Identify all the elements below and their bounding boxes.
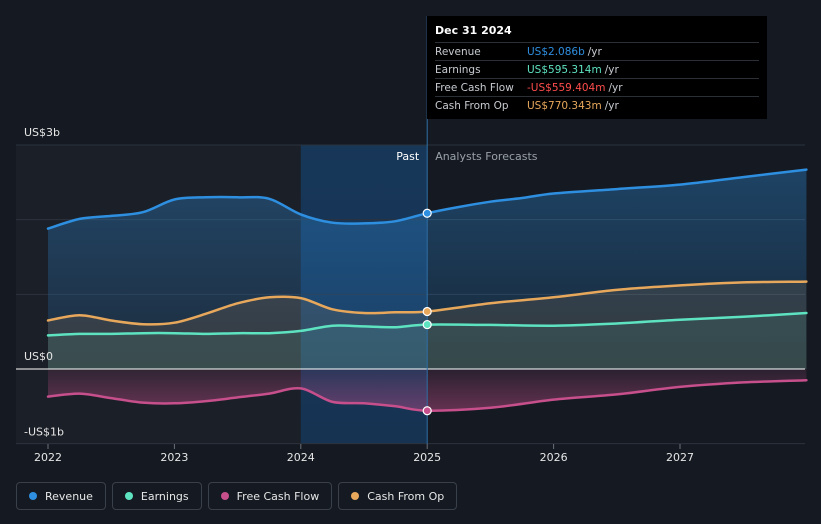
tooltip-row-name: Cash From Op: [435, 99, 509, 112]
legend-revenue[interactable]: Revenue: [16, 482, 106, 510]
tooltip-row-earnings: Earnings US$595.314m /yr: [435, 60, 759, 78]
line-cash-from-op: [46, 280, 808, 326]
tooltip-row-revenue: Revenue US$2.086b /yr: [435, 42, 759, 60]
tooltip-row-cash-from-op: Cash From Op US$770.343m /yr: [435, 96, 759, 114]
tooltip-row-value: US$2.086b: [527, 45, 585, 58]
tooltip-row-unit: /yr: [604, 63, 619, 76]
legend-dot-icon: [220, 492, 229, 500]
legend-dot-icon: [29, 492, 37, 500]
tooltip-row-value: US$595.314m: [527, 63, 602, 76]
legend-cash-from-op[interactable]: Cash From Op: [338, 482, 458, 510]
line-free-cash-flow: [46, 378, 808, 412]
x-tick-label: 2027: [666, 451, 694, 464]
forecast-label: Analysts Forecasts: [435, 150, 538, 163]
tooltip-row-unit: /yr: [587, 45, 602, 58]
tooltip-row-name: Free Cash Flow: [435, 81, 514, 94]
data-tooltip: Dec 31 2024 Revenue US$2.086b /yr Earnin…: [427, 16, 767, 119]
tooltip-row-value: -US$559.404m: [527, 81, 606, 94]
x-tick-label: 2024: [287, 451, 315, 464]
marker-cash-from-op: [422, 306, 432, 317]
x-axis-ticks: 2022 2023 2024 2025 2026 2027: [34, 444, 694, 464]
legend-free-cash-flow[interactable]: Free Cash Flow: [207, 482, 333, 510]
legend-label: Revenue: [45, 489, 93, 503]
legend-label: Earnings: [140, 489, 189, 503]
tooltip-row-value: US$770.343m: [527, 99, 602, 112]
y-label-top: US$3b: [24, 126, 60, 139]
line-earnings: [46, 311, 808, 337]
legend-dot-icon: [124, 492, 133, 500]
tooltip-markers: [422, 208, 432, 416]
legend-label: Cash From Op: [367, 489, 445, 503]
past-label: Past: [396, 150, 420, 163]
tooltip-date: Dec 31 2024: [435, 24, 512, 37]
tooltip-row-name: Revenue: [435, 45, 481, 58]
tooltip-row-free-cash-flow: Free Cash Flow -US$559.404m /yr: [435, 78, 759, 96]
x-tick-label: 2022: [34, 451, 62, 464]
marker-free-cash-flow: [422, 406, 432, 416]
marker-earnings: [422, 319, 432, 330]
x-tick-label: 2026: [540, 451, 568, 464]
series-lines: [46, 168, 808, 412]
tooltip-row-name: Earnings: [435, 63, 481, 76]
y-label-zero: US$0: [24, 350, 53, 363]
chart-legend: Revenue Earnings Free Cash Flow Cash Fro…: [16, 482, 458, 510]
legend-dot-icon: [351, 492, 360, 500]
tooltip-row-unit: /yr: [604, 99, 619, 112]
x-tick-label: 2025: [413, 451, 441, 464]
y-label-bottom: -US$1b: [24, 426, 64, 439]
x-tick-label: 2023: [160, 451, 188, 464]
tooltip-row-unit: /yr: [608, 81, 623, 94]
legend-label: Free Cash Flow: [236, 489, 320, 503]
legend-earnings[interactable]: Earnings: [111, 482, 202, 510]
line-revenue: [46, 168, 808, 230]
marker-revenue: [422, 208, 432, 218]
